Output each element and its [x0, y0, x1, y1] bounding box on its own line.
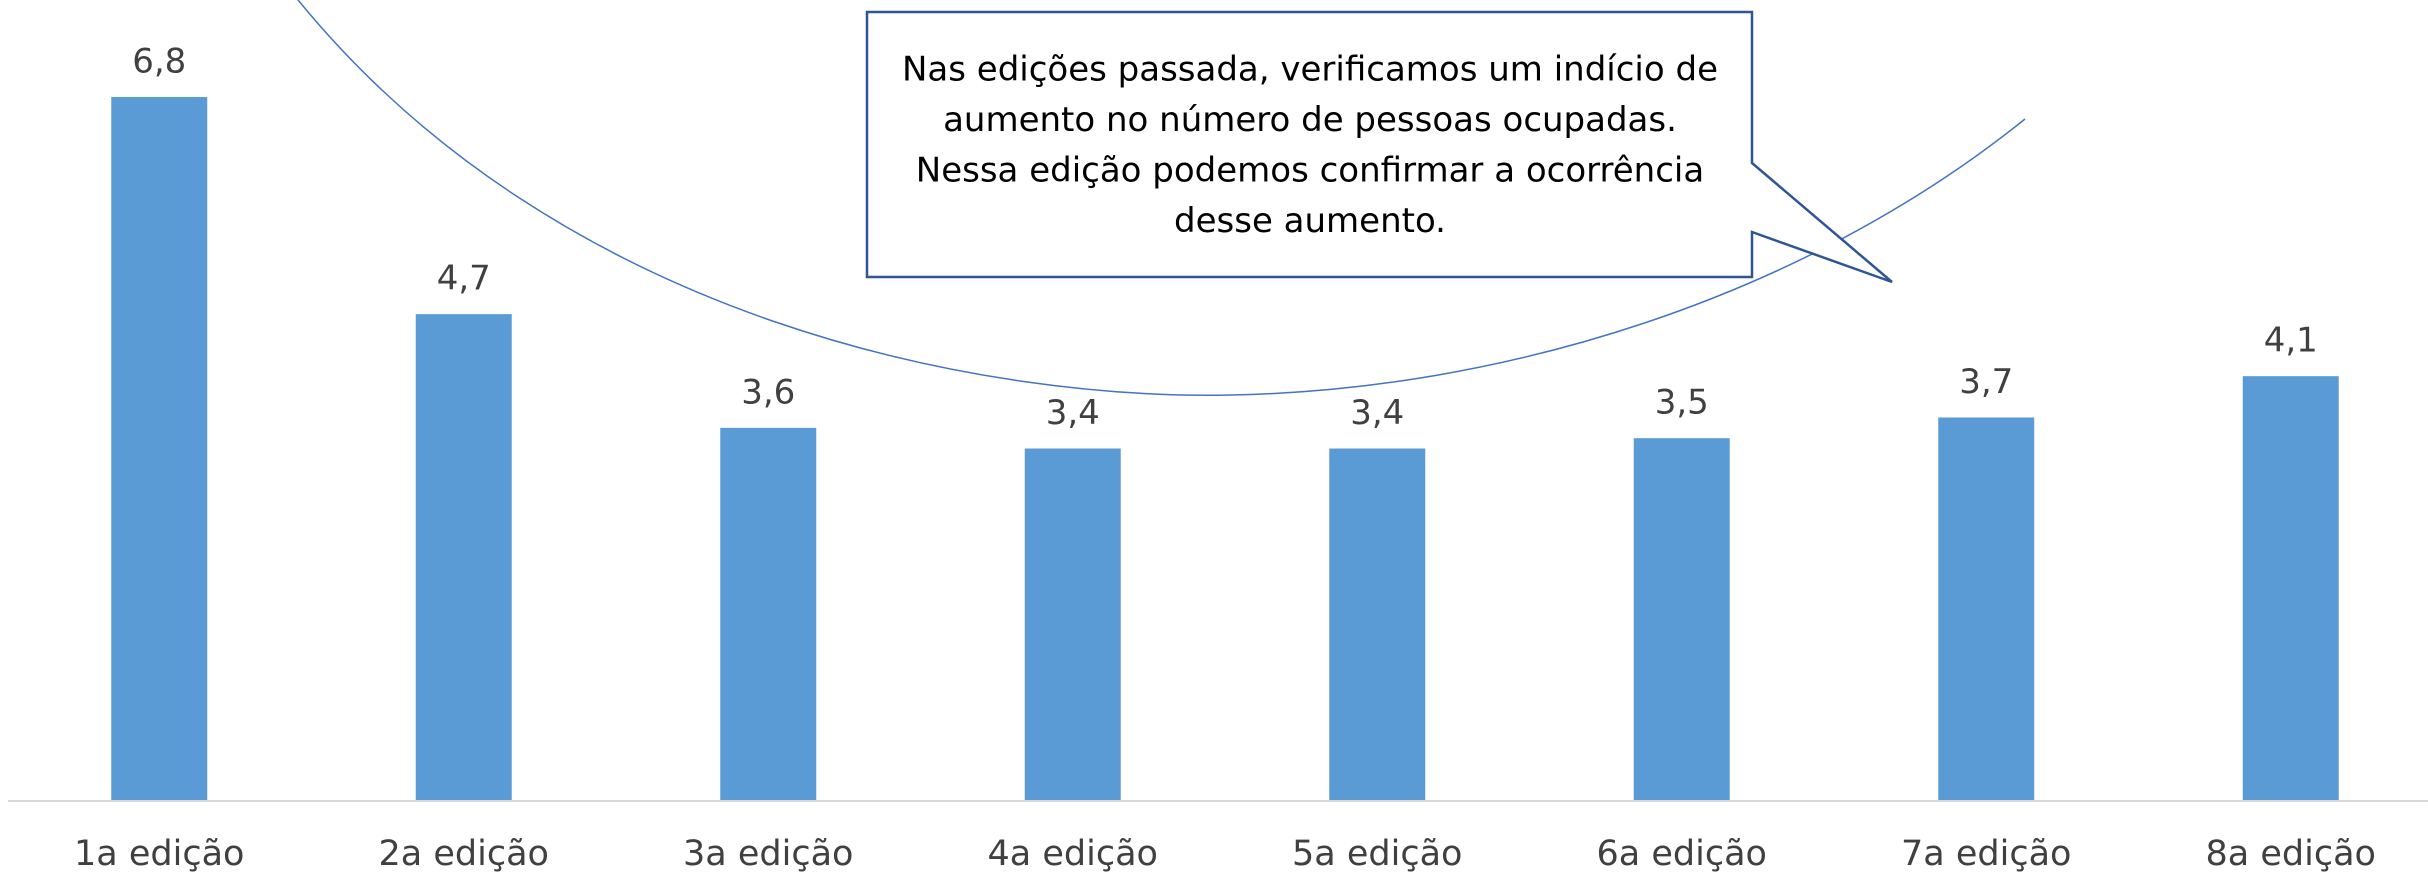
x-tick-label: 4a edição — [988, 834, 1158, 874]
annotation-line: Nas edições passada, verificamos um indí… — [902, 50, 1718, 90]
callout-box — [865, 10, 1893, 284]
bar — [1633, 438, 1730, 800]
data-label: 6,8 — [132, 42, 186, 82]
x-tick-label: 3a edição — [683, 834, 853, 874]
bar — [415, 314, 512, 800]
bar — [720, 427, 817, 800]
data-label: 4,7 — [437, 259, 491, 299]
x-tick-label: 7a edição — [1901, 834, 2071, 874]
data-label: 3,6 — [741, 372, 795, 412]
data-label: 3,5 — [1655, 383, 1709, 423]
x-tick-label: 1a edição — [74, 834, 244, 874]
bar — [1938, 417, 2035, 800]
data-label: 3,7 — [1959, 362, 2013, 402]
x-tick-label: 6a edição — [1597, 834, 1767, 874]
annotation-line: desse aumento. — [1174, 201, 1446, 241]
annotation-line: Nessa edição podemos confirmar a ocorrên… — [916, 151, 1704, 191]
x-tick-label: 8a edição — [2206, 834, 2376, 874]
bar — [111, 97, 208, 801]
x-tick-label: 5a edição — [1292, 834, 1462, 874]
trend-arc — [297, 0, 2026, 396]
x-tick-label: 2a edição — [379, 834, 549, 874]
bar — [1329, 448, 1426, 800]
annotation-line: aumento no número de pessoas ocupadas. — [943, 100, 1677, 140]
bar — [2242, 376, 2339, 800]
bar — [1024, 448, 1121, 800]
data-label: 4,1 — [2264, 321, 2318, 361]
data-label: 3,4 — [1046, 393, 1100, 433]
data-label: 3,4 — [1350, 393, 1404, 433]
